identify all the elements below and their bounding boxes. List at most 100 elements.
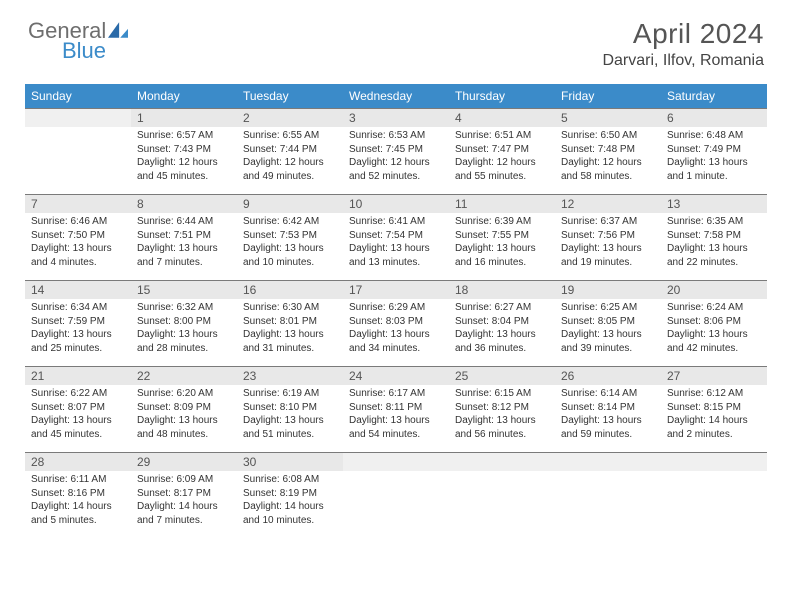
sunrise-text: Sunrise: 6:53 AM xyxy=(349,129,443,143)
cell-content: Sunrise: 6:53 AMSunset: 7:45 PMDaylight:… xyxy=(343,127,449,187)
sunrise-text: Sunrise: 6:46 AM xyxy=(31,215,125,229)
sunrise-text: Sunrise: 6:44 AM xyxy=(137,215,231,229)
logo-text-blue: Blue xyxy=(62,38,106,64)
day-number: 3 xyxy=(343,109,449,127)
cell-content: Sunrise: 6:20 AMSunset: 8:09 PMDaylight:… xyxy=(131,385,237,445)
calendar-cell: 14Sunrise: 6:34 AMSunset: 7:59 PMDayligh… xyxy=(25,280,131,366)
calendar-cell xyxy=(449,452,555,538)
day-number: 1 xyxy=(131,109,237,127)
cell-content: Sunrise: 6:57 AMSunset: 7:43 PMDaylight:… xyxy=(131,127,237,187)
day-number: 10 xyxy=(343,195,449,213)
sunset-text: Sunset: 8:09 PM xyxy=(137,401,231,415)
cell-content: Sunrise: 6:08 AMSunset: 8:19 PMDaylight:… xyxy=(237,471,343,531)
daylight-text: Daylight: 13 hours and 31 minutes. xyxy=(243,328,337,355)
day-number: 13 xyxy=(661,195,767,213)
sunrise-text: Sunrise: 6:12 AM xyxy=(667,387,761,401)
daylight-text: Daylight: 13 hours and 39 minutes. xyxy=(561,328,655,355)
calendar-cell: 5Sunrise: 6:50 AMSunset: 7:48 PMDaylight… xyxy=(555,108,661,194)
calendar-cell: 24Sunrise: 6:17 AMSunset: 8:11 PMDayligh… xyxy=(343,366,449,452)
daylight-text: Daylight: 13 hours and 59 minutes. xyxy=(561,414,655,441)
daylight-text: Daylight: 13 hours and 13 minutes. xyxy=(349,242,443,269)
daylight-text: Daylight: 13 hours and 25 minutes. xyxy=(31,328,125,355)
calendar-cell: 27Sunrise: 6:12 AMSunset: 8:15 PMDayligh… xyxy=(661,366,767,452)
cell-content: Sunrise: 6:12 AMSunset: 8:15 PMDaylight:… xyxy=(661,385,767,445)
sunset-text: Sunset: 7:53 PM xyxy=(243,229,337,243)
week-row: 28Sunrise: 6:11 AMSunset: 8:16 PMDayligh… xyxy=(25,452,767,538)
sunrise-text: Sunrise: 6:51 AM xyxy=(455,129,549,143)
daylight-text: Daylight: 13 hours and 4 minutes. xyxy=(31,242,125,269)
daylight-text: Daylight: 12 hours and 58 minutes. xyxy=(561,156,655,183)
day-number: 16 xyxy=(237,281,343,299)
day-number: 30 xyxy=(237,453,343,471)
cell-content: Sunrise: 6:27 AMSunset: 8:04 PMDaylight:… xyxy=(449,299,555,359)
cell-content: Sunrise: 6:39 AMSunset: 7:55 PMDaylight:… xyxy=(449,213,555,273)
cell-content: Sunrise: 6:34 AMSunset: 7:59 PMDaylight:… xyxy=(25,299,131,359)
day-number: 28 xyxy=(25,453,131,471)
day-number: 25 xyxy=(449,367,555,385)
week-row: 14Sunrise: 6:34 AMSunset: 7:59 PMDayligh… xyxy=(25,280,767,366)
day-number xyxy=(449,453,555,471)
sunrise-text: Sunrise: 6:25 AM xyxy=(561,301,655,315)
day-number: 18 xyxy=(449,281,555,299)
daylight-text: Daylight: 13 hours and 42 minutes. xyxy=(667,328,761,355)
sunrise-text: Sunrise: 6:17 AM xyxy=(349,387,443,401)
weeks-container: 1Sunrise: 6:57 AMSunset: 7:43 PMDaylight… xyxy=(25,108,767,538)
sunrise-text: Sunrise: 6:50 AM xyxy=(561,129,655,143)
day-number xyxy=(343,453,449,471)
day-hdr-mon: Monday xyxy=(131,84,237,108)
sunset-text: Sunset: 8:14 PM xyxy=(561,401,655,415)
cell-content: Sunrise: 6:09 AMSunset: 8:17 PMDaylight:… xyxy=(131,471,237,531)
sunrise-text: Sunrise: 6:55 AM xyxy=(243,129,337,143)
calendar-cell: 13Sunrise: 6:35 AMSunset: 7:58 PMDayligh… xyxy=(661,194,767,280)
logo: GeneralBlue xyxy=(28,18,148,62)
sunrise-text: Sunrise: 6:08 AM xyxy=(243,473,337,487)
calendar-cell: 19Sunrise: 6:25 AMSunset: 8:05 PMDayligh… xyxy=(555,280,661,366)
day-number xyxy=(25,109,131,127)
sunset-text: Sunset: 8:00 PM xyxy=(137,315,231,329)
daylight-text: Daylight: 13 hours and 54 minutes. xyxy=(349,414,443,441)
day-headers: Sunday Monday Tuesday Wednesday Thursday… xyxy=(25,84,767,108)
day-number: 26 xyxy=(555,367,661,385)
sunset-text: Sunset: 8:07 PM xyxy=(31,401,125,415)
calendar-cell: 25Sunrise: 6:15 AMSunset: 8:12 PMDayligh… xyxy=(449,366,555,452)
week-row: 21Sunrise: 6:22 AMSunset: 8:07 PMDayligh… xyxy=(25,366,767,452)
sunset-text: Sunset: 8:16 PM xyxy=(31,487,125,501)
day-number: 22 xyxy=(131,367,237,385)
day-number: 6 xyxy=(661,109,767,127)
day-number: 17 xyxy=(343,281,449,299)
day-number: 29 xyxy=(131,453,237,471)
daylight-text: Daylight: 14 hours and 5 minutes. xyxy=(31,500,125,527)
day-number: 21 xyxy=(25,367,131,385)
sunset-text: Sunset: 7:43 PM xyxy=(137,143,231,157)
sunset-text: Sunset: 7:49 PM xyxy=(667,143,761,157)
day-number: 19 xyxy=(555,281,661,299)
sunrise-text: Sunrise: 6:30 AM xyxy=(243,301,337,315)
day-number: 8 xyxy=(131,195,237,213)
sunset-text: Sunset: 7:48 PM xyxy=(561,143,655,157)
sunset-text: Sunset: 8:10 PM xyxy=(243,401,337,415)
calendar-cell: 7Sunrise: 6:46 AMSunset: 7:50 PMDaylight… xyxy=(25,194,131,280)
sunrise-text: Sunrise: 6:14 AM xyxy=(561,387,655,401)
title-block: April 2024 Darvari, Ilfov, Romania xyxy=(602,18,764,70)
daylight-text: Daylight: 13 hours and 45 minutes. xyxy=(31,414,125,441)
week-row: 7Sunrise: 6:46 AMSunset: 7:50 PMDaylight… xyxy=(25,194,767,280)
calendar-cell xyxy=(555,452,661,538)
day-hdr-sat: Saturday xyxy=(661,84,767,108)
sunrise-text: Sunrise: 6:20 AM xyxy=(137,387,231,401)
cell-content: Sunrise: 6:15 AMSunset: 8:12 PMDaylight:… xyxy=(449,385,555,445)
calendar-cell: 20Sunrise: 6:24 AMSunset: 8:06 PMDayligh… xyxy=(661,280,767,366)
day-number: 4 xyxy=(449,109,555,127)
sunrise-text: Sunrise: 6:22 AM xyxy=(31,387,125,401)
sunset-text: Sunset: 8:04 PM xyxy=(455,315,549,329)
location: Darvari, Ilfov, Romania xyxy=(602,52,764,70)
daylight-text: Daylight: 13 hours and 36 minutes. xyxy=(455,328,549,355)
sunrise-text: Sunrise: 6:27 AM xyxy=(455,301,549,315)
daylight-text: Daylight: 13 hours and 34 minutes. xyxy=(349,328,443,355)
sunrise-text: Sunrise: 6:48 AM xyxy=(667,129,761,143)
calendar-cell: 29Sunrise: 6:09 AMSunset: 8:17 PMDayligh… xyxy=(131,452,237,538)
sunrise-text: Sunrise: 6:29 AM xyxy=(349,301,443,315)
day-number: 15 xyxy=(131,281,237,299)
calendar-cell xyxy=(25,108,131,194)
sunset-text: Sunset: 8:12 PM xyxy=(455,401,549,415)
daylight-text: Daylight: 14 hours and 10 minutes. xyxy=(243,500,337,527)
